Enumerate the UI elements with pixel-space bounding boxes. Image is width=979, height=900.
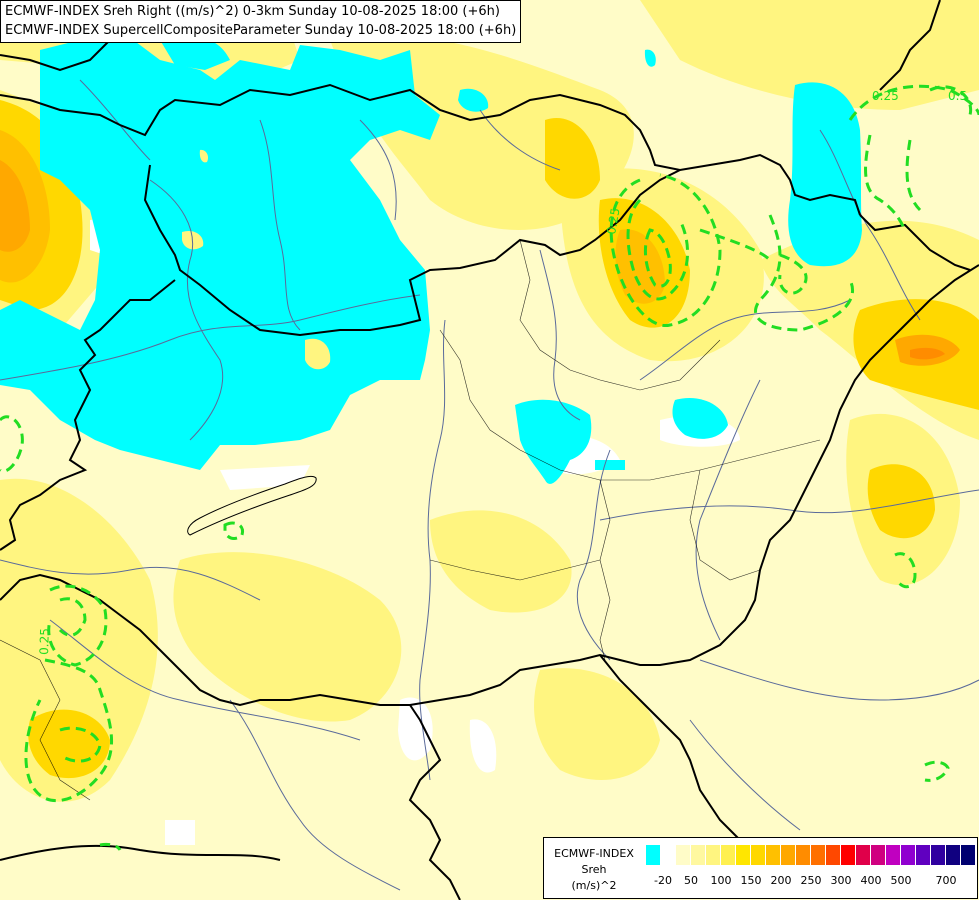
- legend-tick-label: -20: [654, 874, 672, 887]
- legend-swatch: [916, 845, 931, 865]
- legend-tick-label: 250: [800, 874, 822, 887]
- legend-swatch: [736, 845, 751, 865]
- legend-tick-label: 400: [860, 874, 882, 887]
- legend-title: ECMWF-INDEX Sreh (m/s)^2: [548, 846, 640, 894]
- legend-tick-label: 700: [935, 874, 957, 887]
- contour-label: 0.25: [604, 207, 622, 236]
- legend-swatch: [886, 845, 901, 865]
- legend-swatch: [661, 845, 676, 865]
- legend-swatch: [766, 845, 781, 865]
- lake-balaton: [187, 475, 317, 536]
- map-title-line: ECMWF-INDEX SupercellCompositeParameter …: [5, 23, 517, 38]
- legend-swatch: [826, 845, 841, 865]
- legend-tick-label: 300: [830, 874, 852, 887]
- scp-contours: [0, 84, 979, 851]
- legend-swatch: [841, 845, 856, 865]
- legend-swatch: [691, 845, 706, 865]
- legend-swatch: [706, 845, 721, 865]
- legend-swatch: [961, 845, 976, 865]
- map-title-box: ECMWF-INDEX Sreh Right ((m/s)^2) 0-3km S…: [0, 0, 522, 43]
- legend-swatch: [946, 845, 961, 865]
- legend-swatch: [901, 845, 916, 865]
- sreh-orange-regions: [0, 100, 979, 779]
- regional-borders: [0, 239, 821, 801]
- legend-swatch: [871, 845, 886, 865]
- rivers: [0, 79, 979, 891]
- legend-tick-label: 100: [710, 874, 732, 887]
- legend-tick-label: 500: [890, 874, 912, 887]
- legend-tick-label: 50: [684, 874, 698, 887]
- legend-swatch: [721, 845, 736, 865]
- legend-swatch: [676, 845, 691, 865]
- contour-label: 0.25: [872, 89, 899, 103]
- legend-swatch: [751, 845, 766, 865]
- color-legend: ECMWF-INDEX Sreh (m/s)^2 -20 50 100 150 200 2…: [543, 837, 978, 899]
- legend-swatch: [931, 845, 946, 865]
- contour-label: 0.25: [37, 628, 52, 655]
- legend-tick-label: 150: [740, 874, 762, 887]
- legend-title-line: (m/s)^2: [571, 879, 617, 892]
- contour-label: 0.5: [948, 89, 967, 103]
- legend-swatch: [811, 845, 826, 865]
- legend-swatch: [646, 845, 661, 865]
- legend-swatch: [796, 845, 811, 865]
- legend-swatch-bar: [646, 845, 976, 865]
- legend-title-line: Sreh: [581, 863, 607, 876]
- map-title-line: ECMWF-INDEX Sreh Right ((m/s)^2) 0-3km S…: [5, 4, 500, 19]
- contour-labels: 0.25 0.5 0.25 0.25: [37, 89, 967, 655]
- legend-tick-label: 200: [770, 874, 792, 887]
- legend-title-line: ECMWF-INDEX: [554, 847, 634, 860]
- legend-swatch: [781, 845, 796, 865]
- legend-swatch: [856, 845, 871, 865]
